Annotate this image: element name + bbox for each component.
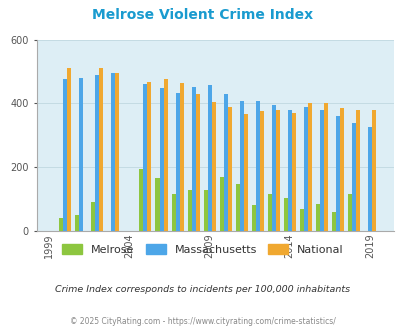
Bar [235,184,239,231]
Bar [319,110,323,231]
Bar [331,212,335,231]
Bar [227,107,231,231]
Text: © 2025 CityRating.com - https://www.cityrating.com/crime-statistics/: © 2025 CityRating.com - https://www.city… [70,317,335,326]
Bar [187,189,191,231]
Bar [59,218,63,231]
Bar [299,209,303,231]
Bar [207,85,211,231]
Bar [91,202,95,231]
Bar [95,75,99,231]
Bar [315,204,319,231]
Bar [303,107,307,231]
Bar [255,101,259,231]
Bar [267,194,271,231]
Bar [239,101,243,231]
Bar [347,194,351,231]
Bar [99,68,103,231]
Bar [351,123,355,231]
Bar [111,73,115,231]
Bar [307,103,311,231]
Bar [143,84,147,231]
Bar [195,94,199,231]
Bar [179,82,183,231]
Bar [159,88,163,231]
Bar [67,68,71,231]
Bar [191,87,195,231]
Bar [79,78,83,231]
Bar [275,110,279,231]
Bar [75,215,79,231]
Legend: Melrose, Massachusetts, National: Melrose, Massachusetts, National [58,240,347,259]
Bar [283,197,287,231]
Bar [287,110,291,231]
Bar [115,73,119,231]
Bar [139,169,143,231]
Bar [291,113,295,231]
Bar [147,82,151,231]
Bar [371,110,375,231]
Bar [63,80,67,231]
Bar [211,102,215,231]
Bar [323,103,327,231]
Bar [259,112,263,231]
Bar [355,110,359,231]
Bar [339,108,343,231]
Bar [171,194,175,231]
Bar [219,177,223,231]
Bar [367,127,371,231]
Bar [175,93,179,231]
Bar [203,189,207,231]
Bar [335,115,339,231]
Bar [271,105,275,231]
Bar [251,206,255,231]
Text: Crime Index corresponds to incidents per 100,000 inhabitants: Crime Index corresponds to incidents per… [55,285,350,294]
Bar [223,94,227,231]
Bar [243,114,247,231]
Bar [163,80,167,231]
Bar [155,178,159,231]
Text: Melrose Violent Crime Index: Melrose Violent Crime Index [92,8,313,22]
